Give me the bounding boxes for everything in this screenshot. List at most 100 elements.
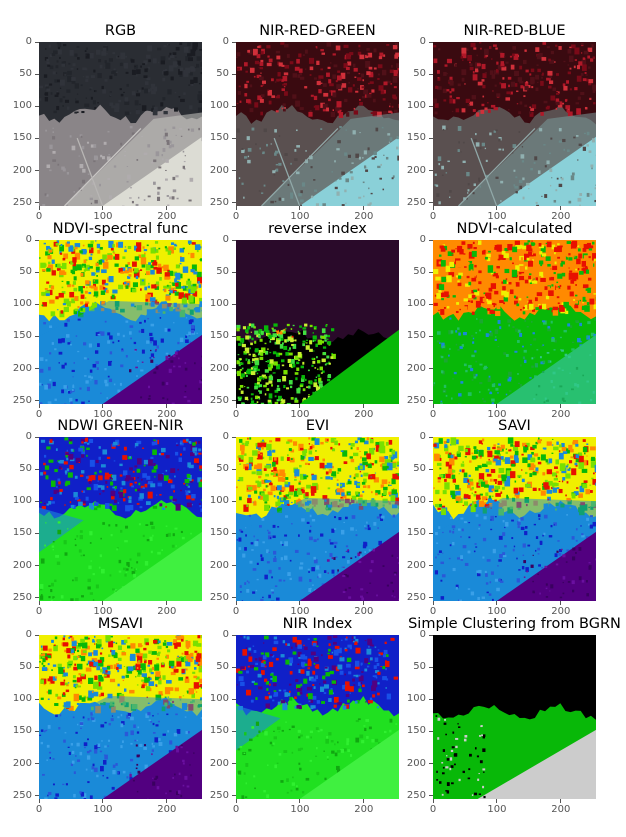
y-tick-label: 0: [25, 36, 32, 47]
y-tick-mark: [35, 105, 39, 107]
y-tick-label: 100: [406, 693, 426, 705]
x-tick-mark: [363, 404, 365, 408]
y-tick-mark: [232, 730, 236, 732]
x-tick-label: 100: [290, 606, 310, 617]
x-tick-mark: [38, 601, 40, 605]
y-tick-label: 50: [413, 463, 426, 475]
y-tick-label: 250: [209, 196, 229, 208]
heatmap-ndvi: [39, 240, 202, 404]
y-tick-label: 100: [406, 495, 426, 507]
panel-image: [433, 42, 596, 206]
panel-image: [39, 42, 202, 206]
y-tick-mark: [429, 763, 433, 765]
x-tick-label: 0: [429, 211, 437, 222]
y-tick-label: 150: [12, 330, 32, 342]
x-tick-mark: [166, 404, 168, 408]
x-tick-mark: [560, 799, 562, 803]
y-tick-label: 50: [216, 463, 229, 475]
x-tick-label: 0: [429, 606, 437, 617]
heatmap-nir_composite: [236, 42, 399, 206]
y-tick-mark: [35, 763, 39, 765]
panel-image: [236, 240, 399, 404]
panel-image: [433, 240, 596, 404]
y-tick-label: 50: [413, 266, 426, 278]
x-tick-label: 0: [232, 804, 240, 815]
panel-title: NDVI-calculated: [456, 221, 573, 237]
y-tick-mark: [429, 532, 433, 534]
y-tick-label: 250: [12, 196, 32, 208]
heatmap-ndvi: [433, 437, 596, 601]
x-tick-mark: [560, 601, 562, 605]
y-tick-label: 50: [413, 68, 426, 80]
y-tick-label: 100: [12, 298, 32, 310]
x-tick-label: 0: [232, 606, 240, 617]
y-tick-label: 200: [406, 757, 426, 769]
x-tick-mark: [166, 206, 168, 210]
x-tick-mark: [496, 404, 498, 408]
x-tick-label: 200: [354, 606, 374, 617]
y-tick-mark: [232, 239, 236, 241]
x-tick-mark: [496, 601, 498, 605]
y-tick-mark: [35, 795, 39, 797]
y-tick-label: 100: [406, 298, 426, 310]
y-tick-mark: [232, 532, 236, 534]
y-tick-mark: [232, 698, 236, 700]
x-tick-label: 200: [354, 804, 374, 815]
x-tick-label: 0: [429, 804, 437, 815]
y-tick-mark: [35, 597, 39, 599]
x-tick-label: 0: [35, 606, 43, 617]
x-tick-label: 200: [354, 409, 374, 420]
y-tick-mark: [429, 271, 433, 273]
y-tick-mark: [35, 730, 39, 732]
x-tick-mark: [235, 206, 237, 210]
y-tick-mark: [232, 368, 236, 370]
y-tick-label: 200: [406, 559, 426, 571]
heatmap-ndwi: [39, 437, 202, 601]
y-tick-mark: [35, 73, 39, 75]
y-tick-label: 200: [12, 559, 32, 571]
y-tick-label: 150: [209, 132, 229, 144]
x-tick-label: 200: [354, 211, 374, 222]
y-tick-label: 50: [216, 661, 229, 673]
x-tick-mark: [363, 799, 365, 803]
y-tick-mark: [232, 170, 236, 172]
y-tick-mark: [429, 137, 433, 139]
x-tick-mark: [235, 404, 237, 408]
x-tick-mark: [38, 206, 40, 210]
y-tick-mark: [429, 795, 433, 797]
y-tick-mark: [35, 137, 39, 139]
y-tick-label: 100: [209, 298, 229, 310]
x-tick-label: 100: [93, 409, 113, 420]
x-tick-mark: [363, 206, 365, 210]
y-tick-mark: [429, 170, 433, 172]
y-tick-label: 100: [12, 100, 32, 112]
y-tick-label: 250: [406, 394, 426, 406]
y-tick-mark: [35, 468, 39, 470]
y-tick-label: 100: [209, 100, 229, 112]
y-tick-label: 100: [209, 495, 229, 507]
x-tick-mark: [560, 404, 562, 408]
panel-title: NDWI GREEN-NIR: [57, 418, 184, 434]
x-tick-label: 0: [35, 409, 43, 420]
y-tick-mark: [35, 698, 39, 700]
y-tick-mark: [35, 634, 39, 636]
y-tick-mark: [232, 335, 236, 337]
x-tick-label: 100: [487, 606, 507, 617]
y-tick-label: 50: [19, 661, 32, 673]
y-tick-mark: [35, 666, 39, 668]
y-tick-mark: [35, 271, 39, 273]
x-tick-label: 200: [551, 606, 571, 617]
y-tick-mark: [429, 634, 433, 636]
y-tick-mark: [429, 335, 433, 337]
y-tick-mark: [35, 303, 39, 305]
y-tick-label: 250: [406, 591, 426, 603]
heatmap-ndvi: [236, 437, 399, 601]
y-tick-mark: [429, 730, 433, 732]
y-tick-mark: [429, 436, 433, 438]
y-tick-mark: [35, 500, 39, 502]
y-tick-mark: [429, 368, 433, 370]
y-tick-mark: [232, 634, 236, 636]
x-tick-mark: [432, 206, 434, 210]
y-tick-mark: [429, 698, 433, 700]
